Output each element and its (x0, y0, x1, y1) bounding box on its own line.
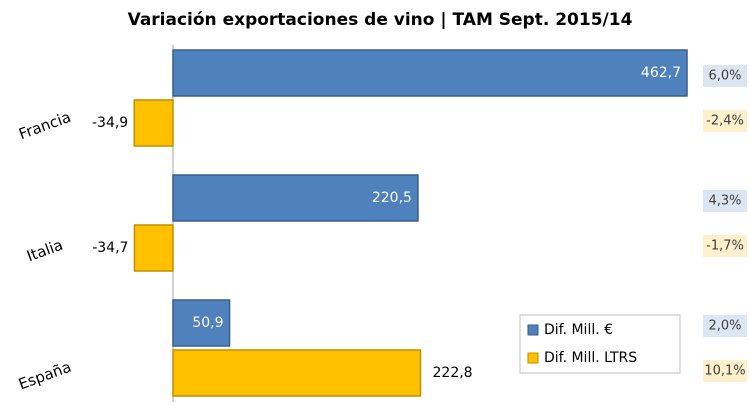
bar (133, 99, 174, 147)
annotation: 4,3% (708, 194, 741, 209)
bar (172, 349, 422, 397)
value-label: -34,9 (92, 115, 128, 131)
y-tick-label: Francia (16, 108, 73, 143)
bar (172, 299, 231, 347)
annotation-bg (703, 65, 747, 87)
bar (133, 224, 174, 272)
legend-swatch (527, 324, 539, 336)
y-tick-label: España (16, 358, 74, 394)
chart-title: Variación exportaciones de vino | TAM Se… (128, 10, 633, 30)
annotation-bg (703, 110, 747, 132)
value-label: 220,5 (372, 190, 412, 206)
annotation-bg (703, 360, 747, 382)
annotation: -1,7% (706, 239, 744, 254)
annotation: 2,0% (708, 319, 741, 334)
annotation: 6,0% (708, 69, 741, 84)
legend (519, 314, 681, 374)
y-tick-label: Italia (24, 236, 65, 266)
value-label: 50,9 (192, 315, 223, 331)
value-label: 222,8 (433, 365, 473, 381)
value-label: -34,7 (92, 240, 128, 256)
legend-label: Dif. Mill. LTRS (544, 350, 637, 366)
bar (172, 174, 419, 222)
legend-label: Dif. Mill. € (544, 322, 613, 338)
annotation: 10,1% (704, 364, 745, 379)
annotation: -2,4% (706, 114, 744, 129)
annotation-bg (703, 315, 747, 337)
annotation-bg (703, 190, 747, 212)
annotation-bg (703, 235, 747, 257)
value-label: 462,7 (641, 65, 681, 81)
bar (172, 49, 688, 97)
legend-swatch (527, 352, 539, 364)
